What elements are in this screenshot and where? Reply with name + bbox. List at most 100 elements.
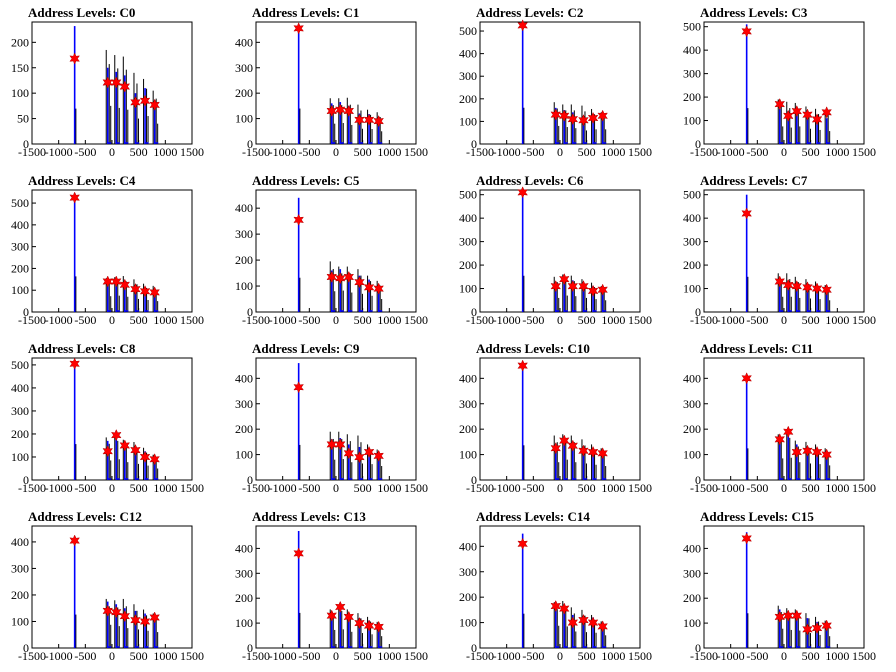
chart-title: Address Levels: C13 [252, 509, 366, 524]
chart-svg: 0 100 200 300 400 500 -1500-1000 -500 0 500 1000 15… [459, 19, 652, 159]
x-tick-label: -500 [298, 649, 320, 663]
peak-marker [69, 52, 80, 65]
x-tick-label: 500 [578, 481, 596, 495]
peak-marker [354, 451, 365, 464]
x-tick-label: -500 [74, 145, 96, 159]
peak-marker [149, 286, 160, 299]
peak-marker [517, 19, 528, 32]
y-tick-label: 400 [683, 371, 701, 385]
y-tick-label: 100 [459, 616, 477, 630]
y-tick-label: 100 [235, 279, 253, 293]
x-tick-label: -1500 [466, 313, 494, 327]
peak-marker [363, 445, 375, 459]
peak-marker [293, 213, 304, 226]
y-tick-label: 300 [459, 69, 477, 83]
peak-marker [110, 76, 122, 89]
y-tick-label: 100 [683, 114, 701, 128]
chart-panel: Address Levels: C9 0 100 200 300 400 -1500 -100… [224, 336, 448, 504]
peak-marker [110, 606, 122, 619]
y-tick-label: 400 [459, 211, 477, 225]
chart-title: Address Levels: C12 [28, 509, 142, 524]
plot-frame [255, 357, 417, 481]
y-tick-label: 0 [695, 305, 701, 319]
chart-title: Address Levels: C9 [252, 341, 360, 356]
peak-marker [149, 98, 160, 111]
x-tick-label: 1000 [153, 481, 177, 495]
x-tick-label: 1000 [153, 649, 177, 663]
x-tick-label: 1500 [852, 649, 876, 663]
chart-panel: Address Levels: C7 0 100 200 300 400 500 -1500-… [672, 168, 896, 336]
peak-marker [558, 434, 570, 447]
y-tick-label: 50 [17, 112, 29, 126]
peak-marker [102, 445, 114, 458]
x-tick-label: -1000 [717, 145, 745, 159]
chart-panel: Address Levels: C8 0 100 200 300 400 500 -1500-… [0, 336, 224, 504]
peak-marker [567, 616, 579, 629]
chart-panel: Address Levels: C11 0 100 200 300 400 -1500 -10… [672, 336, 896, 504]
y-tick-label: 0 [695, 473, 701, 487]
plot-frame [31, 525, 193, 649]
peak-marker [597, 109, 608, 122]
y-tick-label: 400 [683, 541, 701, 555]
peak-marker [69, 191, 80, 204]
y-tick-label: 0 [471, 641, 477, 655]
peak-marker [567, 439, 579, 452]
y-tick-label: 400 [11, 218, 29, 232]
peak-marker [791, 280, 803, 293]
y-tick-label: 200 [235, 591, 253, 605]
peak-marker [811, 445, 823, 459]
chart-title: Address Levels: C1 [252, 5, 360, 20]
y-tick-label: 500 [683, 188, 701, 202]
y-tick-label: 200 [683, 258, 701, 272]
peak-marker [293, 22, 304, 35]
peak-marker [821, 106, 832, 119]
plot-frame [31, 357, 193, 481]
x-tick-label: -500 [298, 145, 320, 159]
y-tick-label: 400 [235, 201, 253, 215]
x-tick-label: -500 [74, 649, 96, 663]
y-tick-label: 300 [235, 227, 253, 241]
x-tick-label: 1000 [601, 145, 625, 159]
y-tick-label: 200 [683, 422, 701, 436]
y-tick-label: 300 [459, 235, 477, 249]
peak-marker [802, 108, 813, 121]
x-tick-label: 1500 [180, 145, 204, 159]
x-tick-label: -1500 [690, 145, 718, 159]
peak-marker [139, 450, 151, 464]
x-tick-label: -500 [74, 313, 96, 327]
peak-marker [567, 113, 579, 126]
x-tick-label: -1000 [269, 313, 297, 327]
peak-marker [354, 113, 365, 126]
peak-marker [119, 278, 131, 291]
y-tick-label: 0 [695, 641, 701, 655]
x-tick-label: -1500 [466, 145, 494, 159]
peak-marker [550, 599, 562, 613]
peak-marker [102, 275, 114, 288]
x-tick-label: -1000 [45, 145, 73, 159]
chart-svg: 0 100 200 300 400 500 -1500-1000 -500 0 500 1000 15… [683, 188, 876, 327]
peak-marker [119, 610, 131, 623]
peak-marker [587, 445, 599, 459]
y-tick-label: 500 [11, 358, 29, 372]
y-tick-label: 100 [11, 86, 29, 100]
chart-title: Address Levels: C6 [476, 173, 584, 188]
y-tick-label: 0 [471, 305, 477, 319]
peak-marker [741, 25, 752, 38]
x-tick-label: 1500 [404, 145, 428, 159]
x-tick-label: 0 [781, 481, 787, 495]
y-tick-label: 200 [459, 92, 477, 106]
peak-marker [110, 275, 122, 288]
y-tick-label: 300 [235, 566, 253, 580]
x-tick-label: 500 [130, 145, 148, 159]
y-tick-label: 100 [459, 114, 477, 128]
chart-svg: 0 50 100 150 200 -1500-1000 -500 0 500 1000 1500 [11, 21, 204, 159]
peak-marker [811, 621, 823, 635]
plot-frame [255, 21, 417, 145]
x-tick-label: 500 [578, 313, 596, 327]
y-tick-label: 200 [235, 86, 253, 100]
peak-marker [821, 448, 832, 461]
x-tick-label: 1500 [180, 649, 204, 663]
peak-marker [69, 534, 80, 547]
y-tick-label: 400 [235, 541, 253, 555]
chart-title: Address Levels: C11 [700, 341, 814, 356]
